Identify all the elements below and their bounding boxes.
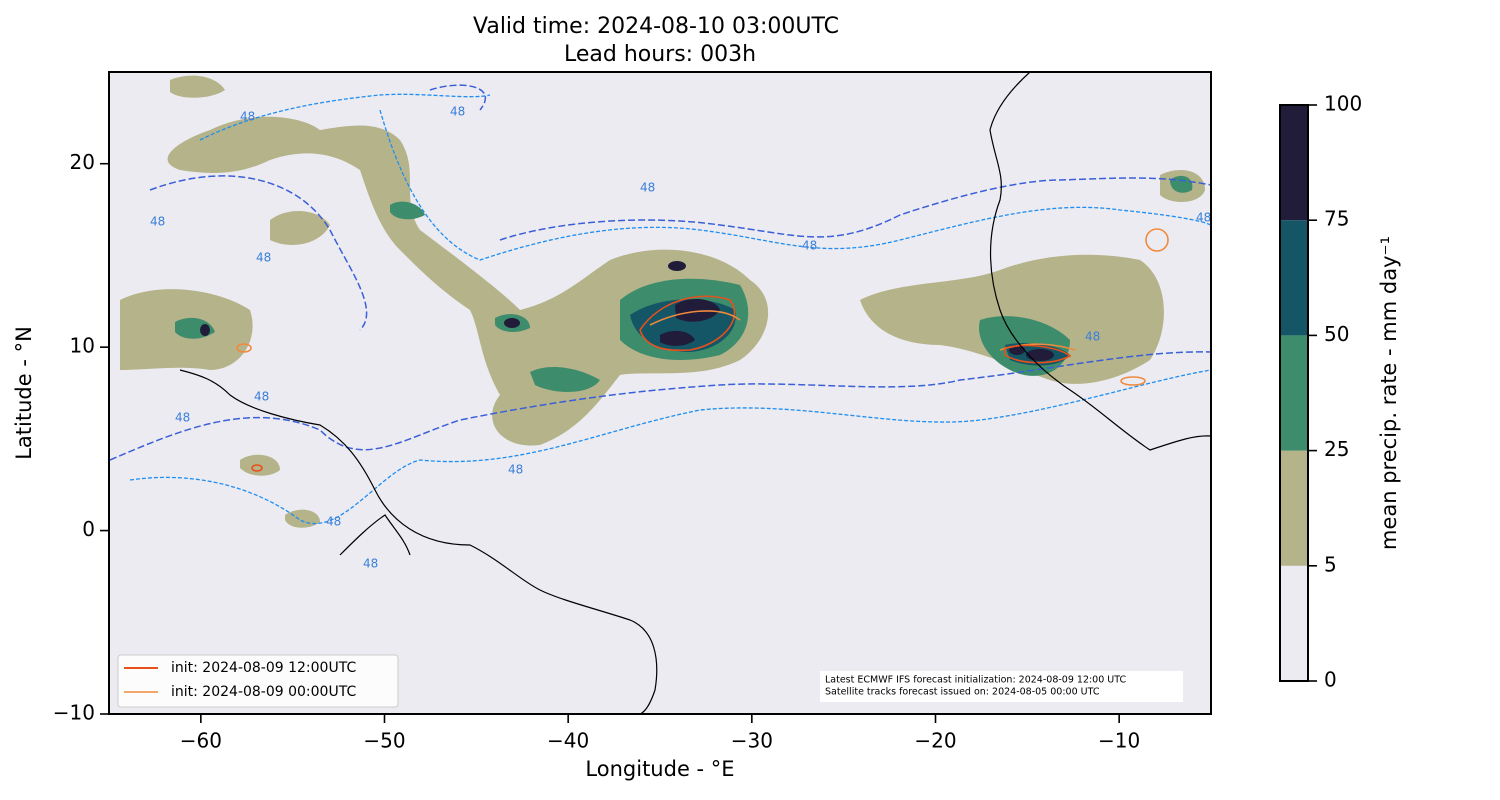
legend-label: init: 2024-08-09 00:00UTC <box>171 684 356 700</box>
colorbar-tick-label: 50 <box>1324 322 1349 346</box>
satellite-contour-a <box>129 93 1211 525</box>
chart-subtitle: Lead hours: 003h <box>564 42 756 67</box>
colorbar-tick-label: 5 <box>1324 552 1337 576</box>
contour-label: 48 <box>150 215 165 229</box>
y-tick-label: 20 <box>70 150 95 174</box>
colorbar-tick-label: 0 <box>1324 668 1337 692</box>
y-axis-label: Latitude - °N <box>12 326 36 460</box>
forecast-tracks <box>236 228 1169 472</box>
colorbar-frame <box>1279 104 1309 682</box>
colorbar-tick-label: 75 <box>1324 207 1349 231</box>
x-tick-label: −50 <box>363 729 405 753</box>
colorbar-segment <box>1280 335 1308 451</box>
x-tick-label: −10 <box>1098 729 1140 753</box>
contour-label: 48 <box>1085 330 1100 344</box>
coastlines <box>179 72 1211 714</box>
annotation-box <box>820 671 1183 702</box>
y-tick-label: 0 <box>82 517 95 541</box>
annotation: Latest ECMWF IFS forecast initialization… <box>825 675 1126 686</box>
contour-label: 48 <box>450 105 465 119</box>
contour-label: 48 <box>640 181 655 195</box>
map-background <box>109 72 1211 714</box>
y-tick-label: 10 <box>70 334 95 358</box>
x-tick-label: −40 <box>547 729 589 753</box>
legend-label: init: 2024-08-09 12:00UTC <box>171 660 356 676</box>
map-layers: 48 48 48 48 48 48 48 48 48 48 48 48 48 <box>109 72 1211 714</box>
contour-label: 48 <box>508 463 523 477</box>
contour-label: 48 <box>363 557 378 571</box>
contour-label: 48 <box>175 411 190 425</box>
satellite-contour-b <box>109 84 1211 461</box>
x-tick-label: −30 <box>731 729 773 753</box>
contour-label: 48 <box>256 251 271 265</box>
precip-very-heavy <box>200 261 1054 361</box>
contour-label: 48 <box>240 110 255 124</box>
legend-box <box>117 654 399 708</box>
contour-label: 48 <box>802 239 817 253</box>
colorbar-tick-label: 100 <box>1324 92 1362 116</box>
plot-frame <box>108 71 1212 715</box>
x-tick-label: −20 <box>914 729 956 753</box>
contour-label: 48 <box>326 515 341 529</box>
chart-title: Valid time: 2024-08-10 03:00UTC <box>473 14 839 39</box>
colorbar-segment <box>1280 565 1308 681</box>
colorbar-segment <box>1280 220 1308 336</box>
x-axis-label: Longitude - °E <box>585 757 734 781</box>
colorbar-segment <box>1280 450 1308 566</box>
x-tick-label: −60 <box>180 729 222 753</box>
colorbar-segment <box>1280 105 1308 221</box>
annotation: Satellite tracks forecast issued on: 202… <box>825 687 1100 698</box>
contour-labels: 48 48 48 48 48 48 48 48 48 48 48 48 48 <box>150 105 1211 571</box>
contour-label: 48 <box>1196 211 1211 225</box>
contour-label: 48 <box>254 390 269 404</box>
colorbar-label: mean precip. rate - mm day⁻¹ <box>1377 236 1401 550</box>
colorbar-tick-label: 25 <box>1324 437 1349 461</box>
y-tick-label: −10 <box>53 701 95 725</box>
